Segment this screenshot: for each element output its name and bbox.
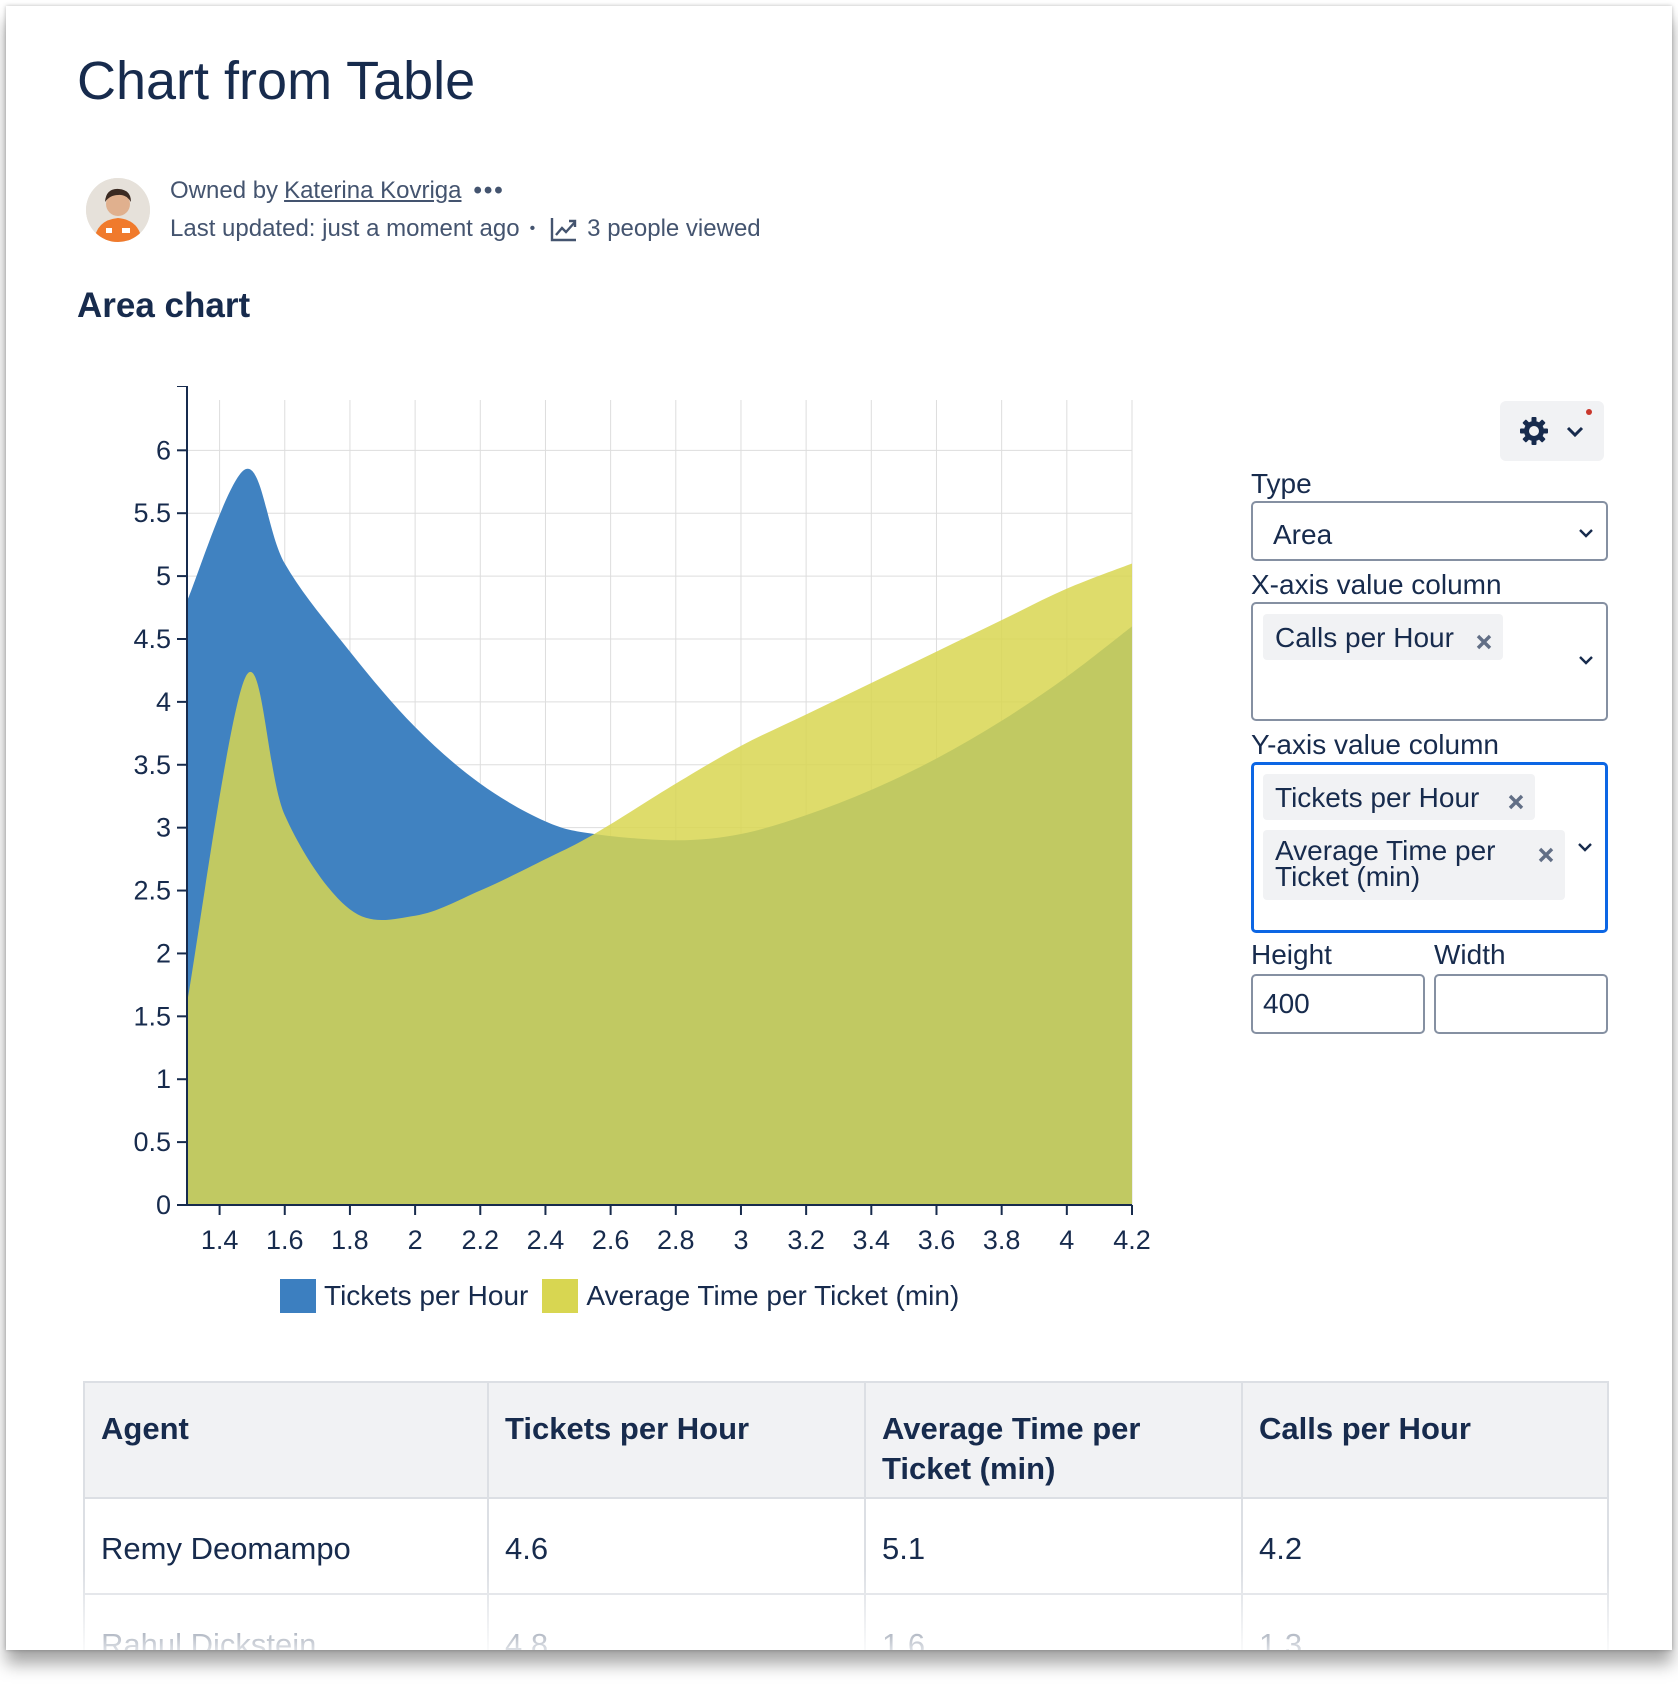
legend-label-tickets: Tickets per Hour <box>324 1280 529 1311</box>
separator-dot: • <box>529 220 536 237</box>
x-tick-label: 3.6 <box>918 1225 956 1255</box>
y-axis-chip-avg-time-line2: Ticket (min) <box>1275 861 1421 892</box>
width-label: Width <box>1434 939 1506 970</box>
chevron-down-icon <box>1566 426 1584 438</box>
x-tick-label: 4 <box>1059 1225 1074 1255</box>
chart-settings-button[interactable] <box>1500 401 1604 461</box>
y-tick-label: 5 <box>156 561 171 591</box>
height-input[interactable]: 400 <box>1251 974 1425 1034</box>
legend-swatch-avg-time <box>542 1279 579 1313</box>
x-tick-label: 1.6 <box>266 1225 304 1255</box>
area-chart: 0 0.5 1 1.5 2 2.5 3 3.5 4 4.5 5 5.5 6 1.4 1.6 1.8 2 2.2 2.… <box>133 386 1151 1255</box>
table-header-row: Agent Tickets per Hour Average Time per … <box>83 1381 1609 1499</box>
remove-chip-icon[interactable] <box>1475 626 1493 658</box>
x-axis-select[interactable]: Calls per Hour <box>1251 602 1608 721</box>
table-cell: 4.8 <box>487 1593 866 1650</box>
y-tick-label: 2.5 <box>133 876 171 906</box>
y-tick-label: 1 <box>156 1064 171 1094</box>
page-frame: Chart from Table Owned by Katerina Kovri… <box>6 6 1672 1650</box>
legend-swatch-tickets <box>280 1279 316 1313</box>
remove-chip-icon[interactable] <box>1507 786 1525 818</box>
table-cell: 4.6 <box>487 1497 866 1595</box>
y-tick-label: 2 <box>156 938 171 968</box>
table-row: Rahul Dickstein 4.8 1.6 1.3 <box>83 1593 1609 1650</box>
x-axis-label: X-axis value column <box>1251 569 1502 600</box>
notification-dot <box>1586 409 1592 415</box>
x-tick-label: 1.4 <box>201 1225 239 1255</box>
y-tick-label: 0.5 <box>133 1127 171 1157</box>
y-axis-chip-avg-time: Average Time per Ticket (min) <box>1263 830 1565 900</box>
data-table: Agent Tickets per Hour Average Time per … <box>83 1381 1609 1650</box>
x-tick-label: 2.8 <box>657 1225 695 1255</box>
x-tick-label: 2.6 <box>592 1225 630 1255</box>
y-axis-chip-tickets-label: Tickets per Hour <box>1275 782 1480 813</box>
y-tick-label: 3 <box>156 813 171 843</box>
table-cell: Remy Deomampo <box>83 1497 489 1595</box>
remove-chip-icon[interactable] <box>1537 842 1555 868</box>
x-tick-label: 3.2 <box>787 1225 825 1255</box>
views-count[interactable]: 3 people viewed <box>587 215 761 242</box>
page-byline: Owned by Katerina Kovriga ••• Last updat… <box>170 172 761 248</box>
y-axis-select[interactable]: Tickets per Hour Average Time per Ticket… <box>1251 762 1608 933</box>
analytics-icon[interactable] <box>549 215 579 243</box>
owner-avatar[interactable] <box>86 178 150 242</box>
y-tick-label: 4 <box>156 687 171 717</box>
x-axis-chip: Calls per Hour <box>1263 614 1503 660</box>
x-tick-label: 4.2 <box>1113 1225 1151 1255</box>
more-actions-icon[interactable]: ••• <box>473 177 505 204</box>
x-tick-label: 2.2 <box>462 1225 500 1255</box>
y-tick-label: 6 <box>156 435 171 465</box>
x-tick-label: 1.8 <box>331 1225 369 1255</box>
y-tick-label: 4.5 <box>133 624 171 654</box>
y-tick-label: 3.5 <box>133 750 171 780</box>
table-cell: Rahul Dickstein <box>83 1593 489 1650</box>
y-tick-label: 5.5 <box>133 498 171 528</box>
owner-prefix: Owned by <box>170 177 279 204</box>
gear-icon <box>1520 417 1548 445</box>
type-select[interactable]: Area <box>1251 501 1608 561</box>
x-tick-label: 2.4 <box>527 1225 565 1255</box>
type-select-value: Area <box>1273 519 1333 550</box>
table-row: Remy Deomampo 4.6 5.1 4.2 <box>83 1497 1609 1595</box>
y-axis-label: Y-axis value column <box>1251 729 1499 760</box>
chevron-down-icon <box>1579 529 1593 538</box>
y-tick-label: 0 <box>156 1190 171 1220</box>
legend-item-avg-time[interactable]: Average Time per Ticket (min) <box>542 1279 959 1313</box>
width-input[interactable] <box>1434 974 1608 1034</box>
y-axis-chip-tickets: Tickets per Hour <box>1263 774 1535 820</box>
height-label: Height <box>1251 939 1332 970</box>
x-tick-label: 3 <box>733 1225 748 1255</box>
x-tick-label: 3.4 <box>853 1225 891 1255</box>
avatar-image <box>86 178 150 242</box>
x-axis-chip-label: Calls per Hour <box>1275 622 1454 653</box>
x-tick-label: 2 <box>408 1225 423 1255</box>
y-tick-label: 1.5 <box>133 1001 171 1031</box>
chevron-down-icon <box>1578 843 1592 852</box>
header-tickets-per-hour: Tickets per Hour <box>487 1381 866 1499</box>
area-avg-time-per-ticket <box>187 563 1132 1205</box>
owner-name-link[interactable]: Katerina Kovriga <box>284 177 462 204</box>
section-title: Area chart <box>77 286 251 325</box>
header-avg-time: Average Time per Ticket (min) <box>864 1381 1243 1499</box>
chart-legend: Tickets per Hour Average Time per Ticket… <box>280 1279 973 1313</box>
legend-item-tickets[interactable]: Tickets per Hour <box>280 1279 528 1313</box>
chevron-down-icon <box>1579 656 1593 665</box>
table-cell: 4.2 <box>1241 1497 1609 1595</box>
last-updated-text: Last updated: just a moment ago <box>170 215 520 242</box>
table-cell: 1.6 <box>864 1593 1243 1650</box>
table-cell: 5.1 <box>864 1497 1243 1595</box>
x-tick-label: 3.8 <box>983 1225 1021 1255</box>
type-label: Type <box>1251 468 1312 499</box>
page-title: Chart from Table <box>77 51 476 111</box>
y-axis-chip-avg-time-line1: Average Time per <box>1275 835 1496 866</box>
header-calls-per-hour: Calls per Hour <box>1241 1381 1609 1499</box>
table-cell: 1.3 <box>1241 1593 1609 1650</box>
header-agent: Agent <box>83 1381 489 1499</box>
legend-label-avg-time: Average Time per Ticket (min) <box>586 1280 960 1311</box>
